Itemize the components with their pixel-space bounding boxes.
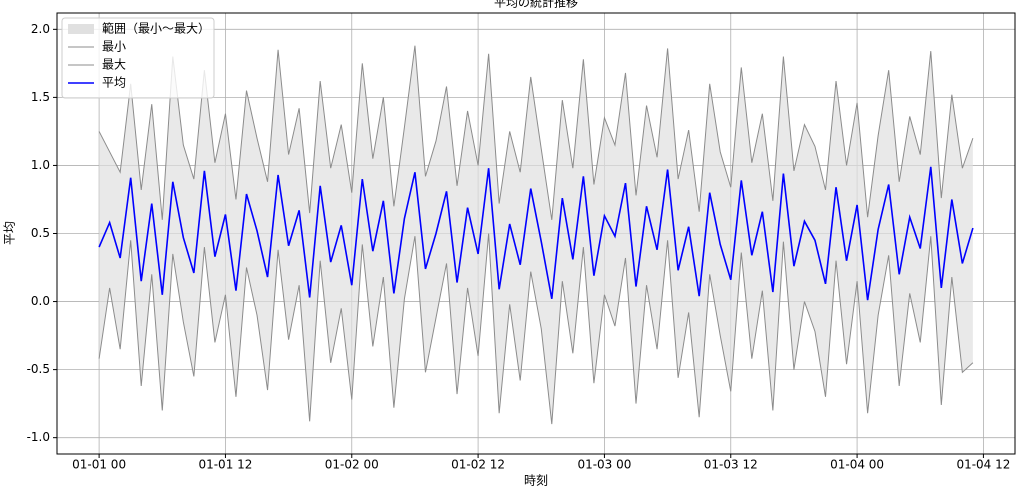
y-tick-label: -0.5 bbox=[27, 362, 50, 376]
x-tick-label: 01-03 12 bbox=[704, 458, 758, 472]
y-axis-label: 平均 bbox=[3, 221, 17, 245]
y-tick-label: 2.0 bbox=[31, 22, 50, 36]
legend-label: 最小 bbox=[102, 40, 126, 54]
legend-box bbox=[61, 17, 215, 99]
series-line bbox=[98, 166, 974, 301]
y-tick-label: 1.5 bbox=[31, 90, 50, 104]
x-axis-label: 時刻 bbox=[524, 474, 548, 488]
x-tick-label: 01-01 00 bbox=[72, 458, 126, 472]
x-tick-label: 01-01 12 bbox=[198, 458, 252, 472]
range-area bbox=[99, 45, 973, 425]
y-tick-label: 1.0 bbox=[31, 158, 50, 172]
legend-swatch bbox=[68, 24, 94, 34]
y-tick-label: -1.0 bbox=[27, 430, 50, 444]
legend-label: 範囲（最小～最大） bbox=[102, 21, 210, 36]
x-tick-label: 01-04 12 bbox=[956, 458, 1010, 472]
legend-label: 平均 bbox=[102, 76, 126, 90]
plot-frame bbox=[56, 12, 1016, 455]
x-tick-label: 01-03 00 bbox=[577, 458, 631, 472]
series-line bbox=[98, 233, 974, 425]
series-line bbox=[98, 45, 974, 220]
y-tick-label: 0.0 bbox=[31, 294, 50, 308]
x-tick-label: 01-04 00 bbox=[830, 458, 884, 472]
legend-label: 最大 bbox=[102, 58, 126, 72]
x-tick-label: 01-02 12 bbox=[451, 458, 505, 472]
chart-title: 平均の統計推移 bbox=[494, 0, 578, 10]
x-tick-label: 01-02 00 bbox=[325, 458, 379, 472]
y-tick-label: 0.5 bbox=[31, 226, 50, 240]
